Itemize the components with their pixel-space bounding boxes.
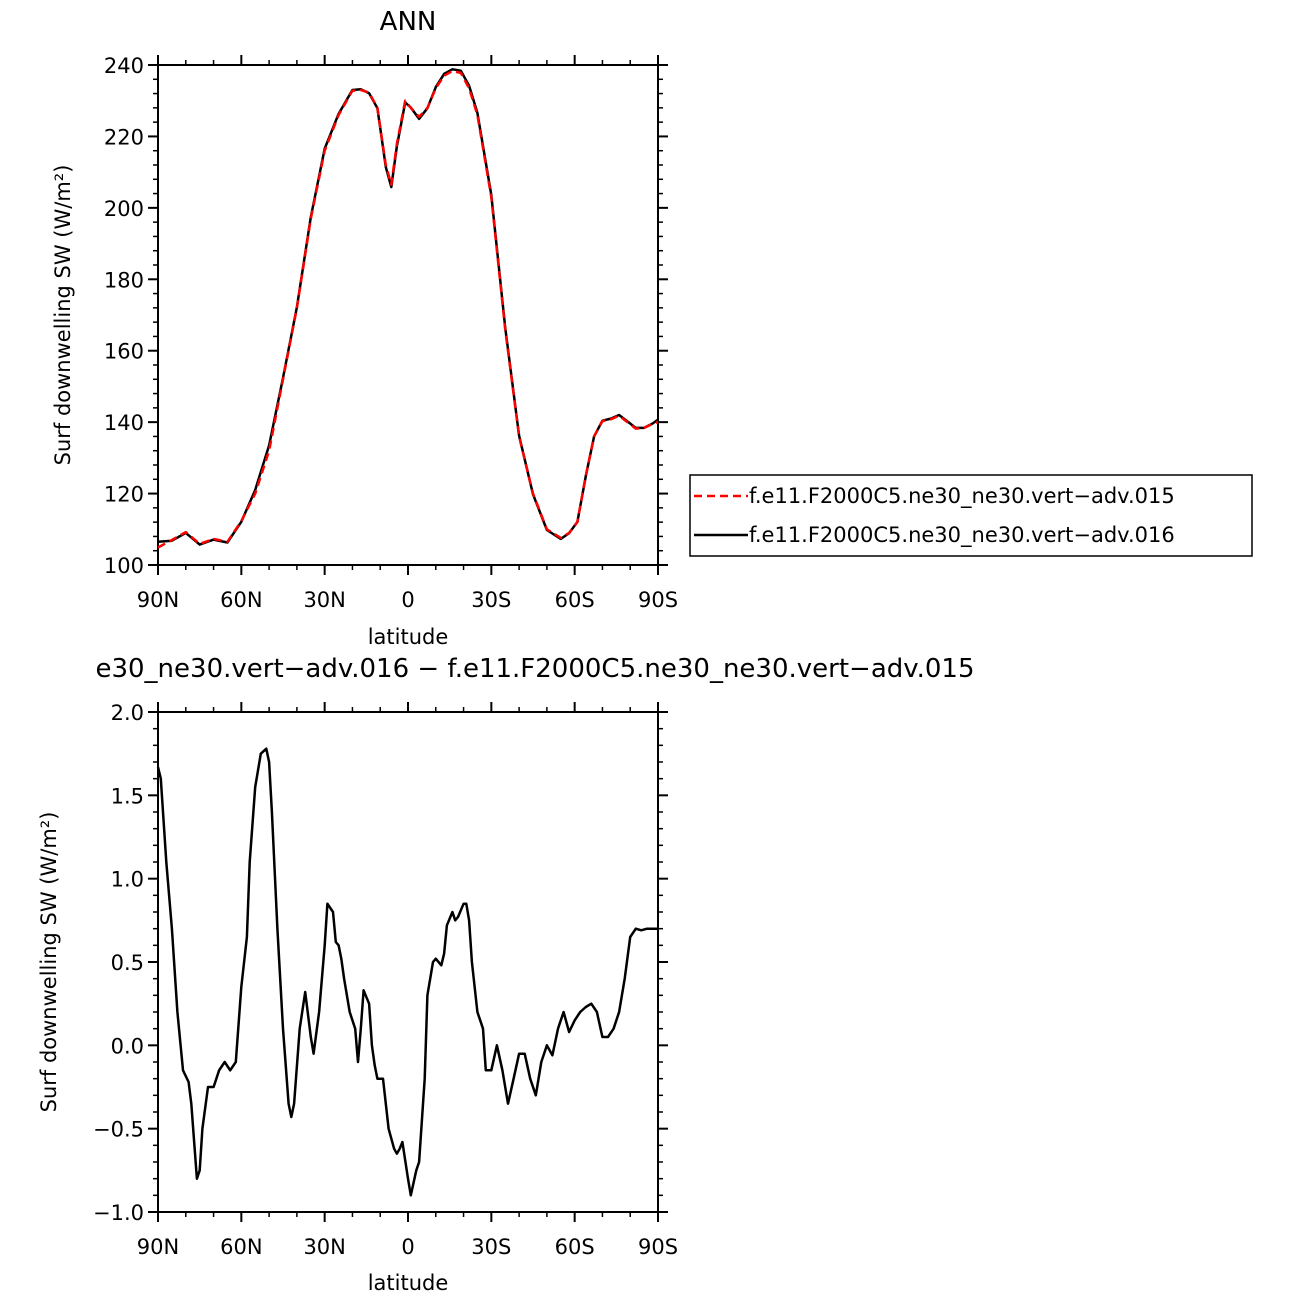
series-line-0-0 — [157, 69, 659, 549]
x-tick-label: 30N — [303, 588, 345, 612]
x-tick-label: 30S — [471, 1235, 511, 1259]
y-tick-labels: 100 120 140 160 180 200 220 240 — [104, 54, 144, 578]
y-tick-label: 160 — [104, 340, 144, 364]
panel-top-chart: ANN 100 120 140 160 180 200 220 240 90N 60N 30N 0 3… — [51, 7, 1253, 649]
x-axis-label: latitude — [368, 625, 449, 649]
series-line-1-0 — [156, 747, 658, 1197]
x-tick-label: 90S — [638, 588, 678, 612]
y-tick-label: 0.5 — [111, 951, 144, 975]
x-tick-label: 60N — [220, 1235, 262, 1259]
y-tick-label: 220 — [104, 125, 144, 149]
series-lines — [156, 747, 658, 1197]
y-tick-label: 0.0 — [111, 1034, 144, 1058]
x-tick-labels: 90N 60N 30N 0 30S 60S 90S — [137, 1235, 678, 1259]
x-tick-label: 90N — [137, 1235, 179, 1259]
x-tick-label: 30S — [471, 588, 511, 612]
series-line-0-1 — [157, 68, 659, 546]
y-tick-label: 240 — [104, 54, 144, 78]
y-tick-label: 2.0 — [111, 701, 144, 725]
y-tick-label: 200 — [104, 197, 144, 221]
x-axis-label: latitude — [368, 1271, 449, 1295]
x-tick-label: 0 — [401, 588, 414, 612]
axis-ticks — [148, 702, 668, 1222]
chart-title: ANN — [380, 7, 437, 37]
x-tick-labels: 90N 60N 30N 0 30S 60S 90S — [137, 588, 678, 612]
panel-difference-chart: e30_ne30.vert−adv.016 − f.e11.F2000C5.ne… — [37, 654, 975, 1295]
axis-ticks — [148, 55, 668, 575]
y-tick-label: 100 — [104, 554, 144, 578]
x-tick-label: 30N — [303, 1235, 345, 1259]
legend: f.e11.F2000C5.ne30_ne30.vert−adv.015 f.e… — [689, 474, 1253, 557]
series-lines — [157, 68, 659, 549]
y-tick-label: 140 — [104, 411, 144, 435]
plot-frame — [157, 711, 659, 1213]
legend-label-015: f.e11.F2000C5.ne30_ne30.vert−adv.015 — [749, 484, 1175, 509]
y-tick-label: −1.0 — [93, 1201, 144, 1225]
y-axis-label: Surf downwelling SW (W/m²) — [37, 812, 61, 1113]
x-tick-label: 60S — [555, 588, 595, 612]
y-tick-label: 120 — [104, 483, 144, 507]
y-tick-label: 1.5 — [111, 784, 144, 808]
y-tick-label: 1.0 — [111, 868, 144, 892]
x-tick-label: 90S — [638, 1235, 678, 1259]
x-tick-label: 60N — [220, 588, 262, 612]
legend-box — [689, 474, 1253, 557]
y-axis-label: Surf downwelling SW (W/m²) — [51, 165, 75, 466]
x-tick-label: 90N — [137, 588, 179, 612]
y-tick-label: 180 — [104, 268, 144, 292]
legend-label-016: f.e11.F2000C5.ne30_ne30.vert−adv.016 — [749, 523, 1175, 548]
y-tick-labels: −1.0 −0.5 0.0 0.5 1.0 1.5 2.0 — [93, 701, 144, 1225]
x-tick-label: 60S — [555, 1235, 595, 1259]
x-tick-label: 0 — [401, 1235, 414, 1259]
chart-title: e30_ne30.vert−adv.016 − f.e11.F2000C5.ne… — [95, 654, 974, 684]
y-tick-label: −0.5 — [93, 1118, 144, 1142]
